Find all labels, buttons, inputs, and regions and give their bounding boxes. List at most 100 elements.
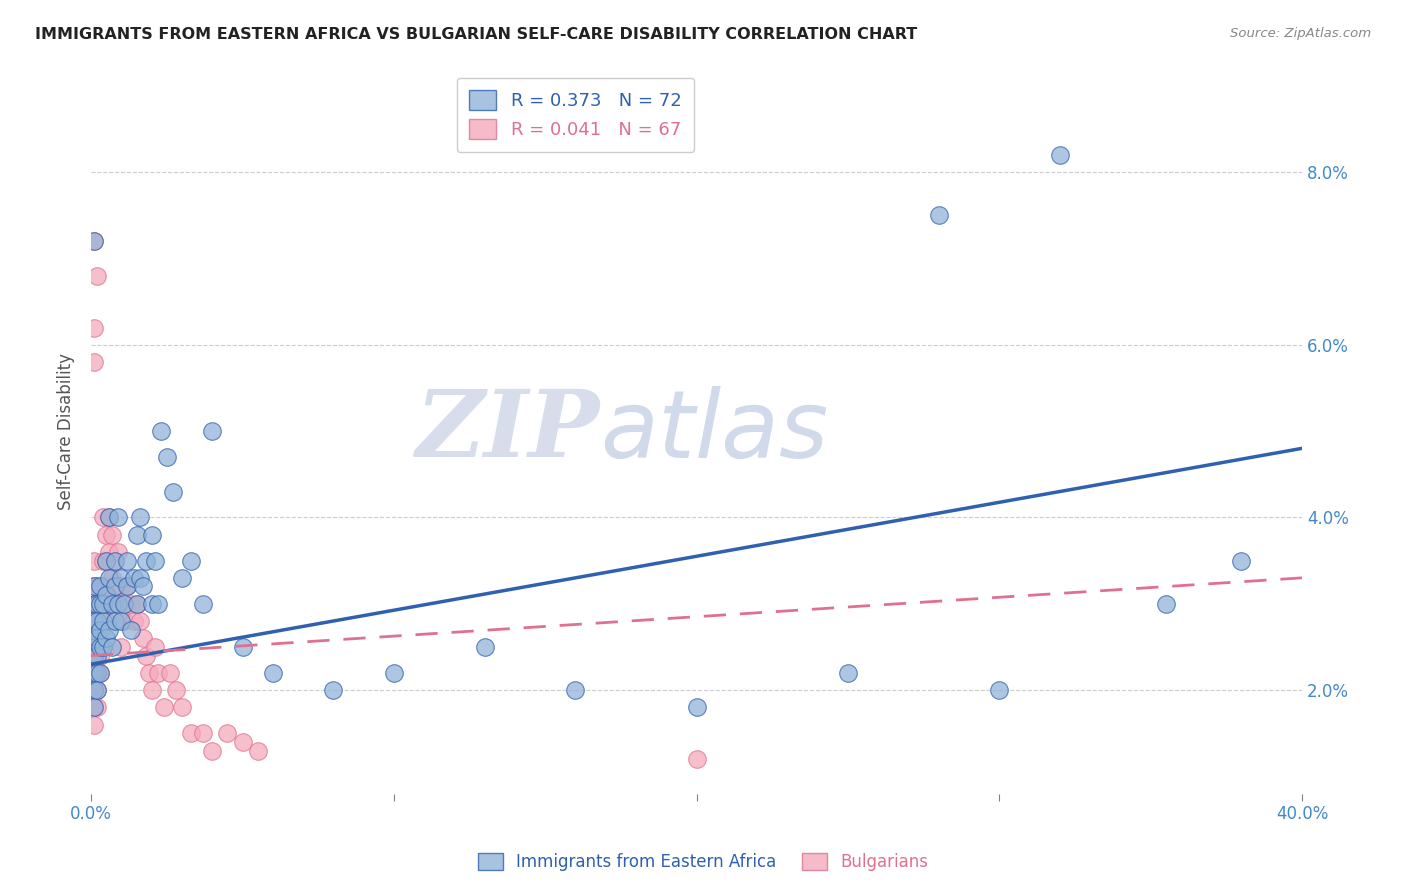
Point: [110, 571, 132, 585]
Point: [86, 597, 108, 611]
Text: ZIP: ZIP: [415, 386, 600, 476]
Point: [83, 579, 105, 593]
Point: [83, 717, 105, 731]
Point: [928, 208, 950, 222]
Point: [104, 597, 127, 611]
Y-axis label: Self-Care Disability: Self-Care Disability: [58, 352, 75, 509]
Point: [162, 484, 184, 499]
Point: [101, 640, 124, 654]
Point: [89, 665, 111, 680]
Point: [131, 579, 153, 593]
Point: [83, 640, 105, 654]
Point: [246, 743, 269, 757]
Point: [143, 640, 166, 654]
Point: [83, 355, 105, 369]
Point: [98, 571, 121, 585]
Point: [1154, 597, 1177, 611]
Point: [91, 553, 114, 567]
Point: [89, 597, 111, 611]
Point: [83, 614, 105, 628]
Point: [101, 527, 124, 541]
Point: [114, 614, 136, 628]
Point: [135, 553, 157, 567]
Point: [96, 553, 118, 567]
Point: [83, 640, 105, 654]
Point: [86, 268, 108, 283]
Point: [91, 597, 114, 611]
Point: [156, 450, 179, 464]
Point: [83, 614, 105, 628]
Point: [117, 553, 139, 567]
Point: [564, 683, 586, 698]
Point: [83, 665, 105, 680]
Point: [170, 700, 193, 714]
Point: [98, 510, 121, 524]
Point: [96, 579, 118, 593]
Point: [91, 614, 114, 628]
Point: [201, 743, 224, 757]
Point: [89, 648, 111, 663]
Point: [131, 632, 153, 646]
Point: [120, 623, 142, 637]
Point: [117, 579, 139, 593]
Point: [83, 700, 105, 714]
Point: [91, 614, 114, 628]
Point: [86, 683, 108, 698]
Point: [98, 545, 121, 559]
Legend: R = 0.373   N = 72, R = 0.041   N = 67: R = 0.373 N = 72, R = 0.041 N = 67: [457, 78, 695, 152]
Point: [110, 579, 132, 593]
Point: [86, 665, 108, 680]
Point: [141, 597, 163, 611]
Point: [96, 588, 118, 602]
Point: [128, 510, 150, 524]
Point: [83, 597, 105, 611]
Point: [86, 614, 108, 628]
Point: [83, 597, 105, 611]
Point: [120, 597, 142, 611]
Text: Source: ZipAtlas.com: Source: ZipAtlas.com: [1230, 27, 1371, 40]
Point: [83, 553, 105, 567]
Point: [104, 553, 127, 567]
Point: [107, 579, 129, 593]
Point: [89, 640, 111, 654]
Point: [141, 527, 163, 541]
Point: [86, 597, 108, 611]
Point: [231, 640, 253, 654]
Point: [96, 614, 118, 628]
Point: [83, 234, 105, 248]
Point: [91, 640, 114, 654]
Point: [837, 665, 859, 680]
Point: [83, 234, 105, 248]
Point: [128, 571, 150, 585]
Point: [101, 571, 124, 585]
Point: [89, 665, 111, 680]
Point: [86, 700, 108, 714]
Point: [104, 553, 127, 567]
Point: [685, 752, 707, 766]
Point: [135, 648, 157, 663]
Point: [170, 571, 193, 585]
Point: [685, 700, 707, 714]
Point: [125, 597, 148, 611]
Point: [180, 553, 202, 567]
Point: [149, 424, 172, 438]
Point: [125, 597, 148, 611]
Point: [98, 597, 121, 611]
Point: [83, 683, 105, 698]
Point: [104, 614, 127, 628]
Point: [83, 683, 105, 698]
Point: [101, 597, 124, 611]
Point: [191, 726, 214, 740]
Point: [86, 632, 108, 646]
Legend: Immigrants from Eastern Africa, Bulgarians: Immigrants from Eastern Africa, Bulgaria…: [470, 845, 936, 880]
Point: [114, 597, 136, 611]
Point: [231, 735, 253, 749]
Point: [125, 527, 148, 541]
Point: [91, 510, 114, 524]
Point: [262, 665, 284, 680]
Point: [191, 597, 214, 611]
Point: [89, 579, 111, 593]
Point: [107, 597, 129, 611]
Point: [128, 614, 150, 628]
Point: [104, 579, 127, 593]
